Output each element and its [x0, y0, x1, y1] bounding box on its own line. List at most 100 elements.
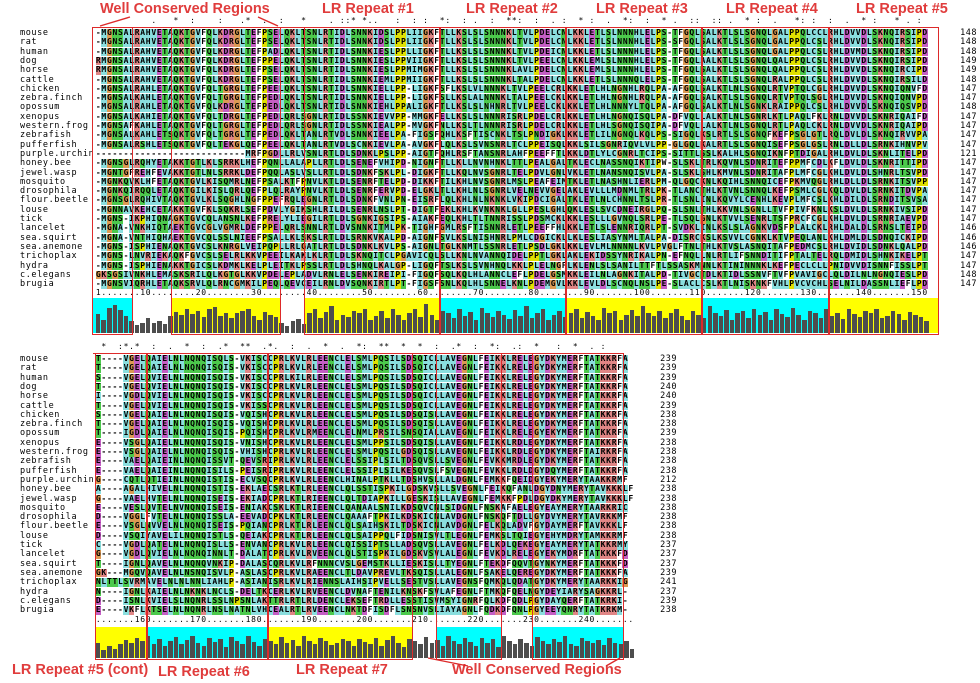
conservation-bar	[201, 317, 207, 333]
conservation-bar	[551, 639, 557, 658]
conservation-bar	[334, 320, 340, 333]
conservation-bar	[162, 646, 168, 658]
residue-number: 212	[660, 474, 677, 485]
conservation-bar	[813, 313, 818, 333]
species-name: flour.beetle	[20, 521, 89, 532]
conservation-bar	[251, 641, 257, 658]
conservation-bar	[735, 313, 740, 333]
species-name: drosophila	[20, 512, 78, 523]
conservation-bar	[412, 641, 418, 658]
conservation-bar	[501, 314, 507, 333]
conservation-bar	[546, 320, 551, 333]
species-name: cattle	[20, 400, 55, 411]
species-name: sea.anemone	[20, 567, 83, 578]
conservation-row: . *:: .*.: *.::* *..::: *::.: **::.: *:. *:: *.::…	[151, 17, 922, 25]
conservation-bar	[157, 320, 162, 333]
species-name: mouse	[20, 28, 49, 38]
conservation-bar	[157, 638, 162, 658]
conservation-bar	[829, 315, 835, 333]
residue-number: 238	[660, 530, 677, 541]
species-name: horse	[20, 65, 49, 76]
conservation-bar	[407, 638, 412, 658]
conservation-bar	[740, 311, 746, 333]
conservation-bar	[596, 319, 601, 333]
species-name: horse	[20, 391, 49, 402]
sequence-row: E----VKFLKTSELNLNQNRLNSLNATNLVHCEALRTLRV…	[95, 606, 628, 615]
species-name: hydra	[20, 586, 49, 597]
sequence-row: -MGNSALRAHLETAQKTGVFQLKDRGLTEFPEDLQKLTSN…	[95, 103, 928, 112]
residue-number: 239	[660, 363, 677, 374]
conservation-bar	[757, 314, 763, 333]
sequence-row: -MGNKQVKLHFETAQKTGVLKISQMRLNEFPSALKTFPNV…	[95, 177, 928, 187]
conservation-bar	[162, 324, 168, 333]
species-name: purple.urchin	[20, 474, 95, 485]
species-name: human	[20, 46, 49, 57]
conservation-bar	[257, 319, 262, 333]
residue-number: 146	[960, 223, 977, 234]
species-name: pufferfish	[20, 465, 78, 476]
residue-number: 149	[960, 65, 977, 76]
conservation-bar	[679, 316, 685, 333]
conservation-bar	[151, 323, 156, 333]
species-name: cattle	[20, 74, 55, 85]
conservation-bar	[246, 308, 251, 333]
conservation-bar	[574, 646, 579, 658]
conservation-bar	[246, 636, 251, 658]
species-name: zebrafish	[20, 130, 72, 141]
species-name: hydra	[20, 260, 49, 271]
sequence-row: RMGNSALRAHVETAQKTGVFQLKDRGLTEFPSELQKLTSN…	[95, 66, 928, 75]
residue-number: 147	[960, 83, 977, 94]
conservation-bar	[668, 313, 674, 333]
conservation-bar	[207, 308, 212, 333]
residue-number: 239	[660, 354, 677, 364]
conservation-bar	[390, 636, 396, 658]
conservation-bar	[173, 312, 179, 333]
sequence-row: T----VGELQVIELNLNQNQISQIS-VKISCCPRLKVLRL…	[95, 382, 628, 392]
residue-number: 149	[960, 55, 977, 66]
sequence-row: E----VSGLQAIELNLNQNQISQIS-VNISHCPRLKVLRL…	[95, 438, 628, 448]
conservation-bar	[251, 316, 257, 333]
conservation-bar	[718, 315, 724, 333]
species-name: c.elegans	[20, 595, 72, 606]
conservation-bar	[479, 307, 485, 333]
conservation-bar	[457, 309, 462, 333]
conservation-bar	[112, 648, 118, 658]
conservation-bar	[440, 310, 446, 333]
conservation-bar	[462, 315, 468, 333]
conservation-bar	[323, 312, 329, 333]
sequence-row: -MGNS-LNVRIEKAQKFGVCSLSELRLKKVPEEILKAKLK…	[95, 252, 928, 261]
conservation-bar	[396, 643, 401, 658]
conservation-bar	[490, 316, 496, 333]
conservation-bar	[557, 641, 562, 658]
species-name: pufferfish	[20, 139, 78, 150]
conservation-bar	[596, 640, 601, 658]
conservation-bar	[546, 644, 551, 658]
species-name: trichoplax	[20, 251, 78, 262]
conservation-bar	[145, 318, 151, 333]
conservation-row: *:*.*:. *: .* ** .*.:. *. *: ** * *: .*: *:.: *: *.:	[101, 343, 606, 351]
sequence-row: T----IGDLQAIELNLNQNQISQIS-PQISHCPRLKVLRM…	[95, 429, 628, 438]
conservation-bar	[763, 312, 768, 333]
residue-number: 147	[960, 93, 977, 104]
species-name: western.frog	[20, 121, 89, 131]
conservation-bar	[512, 309, 518, 333]
conservation-bar	[524, 306, 529, 333]
conservation-bar	[240, 643, 245, 658]
residue-number: 238	[660, 419, 677, 430]
conservation-bar	[468, 312, 473, 333]
conservation-bar	[518, 316, 523, 333]
conservation-bar	[435, 319, 440, 333]
residue-number: 147	[960, 204, 977, 215]
conservation-bar	[924, 321, 929, 333]
conservation-bar	[473, 645, 479, 658]
residue-number: 237	[660, 558, 677, 569]
conservation-bar	[874, 309, 879, 333]
residue-number: 239	[660, 372, 677, 383]
conservation-bar	[129, 320, 134, 333]
species-name: drosophila	[20, 186, 78, 197]
species-name: rat	[20, 363, 38, 374]
conservation-bar	[279, 323, 284, 333]
conservation-bar	[796, 314, 801, 333]
residue-number: 147	[960, 176, 977, 187]
sequence-row: -MGNSALRAHLETAQKTGVFQLTGRGLTEFPEELQKLTSN…	[95, 84, 928, 94]
